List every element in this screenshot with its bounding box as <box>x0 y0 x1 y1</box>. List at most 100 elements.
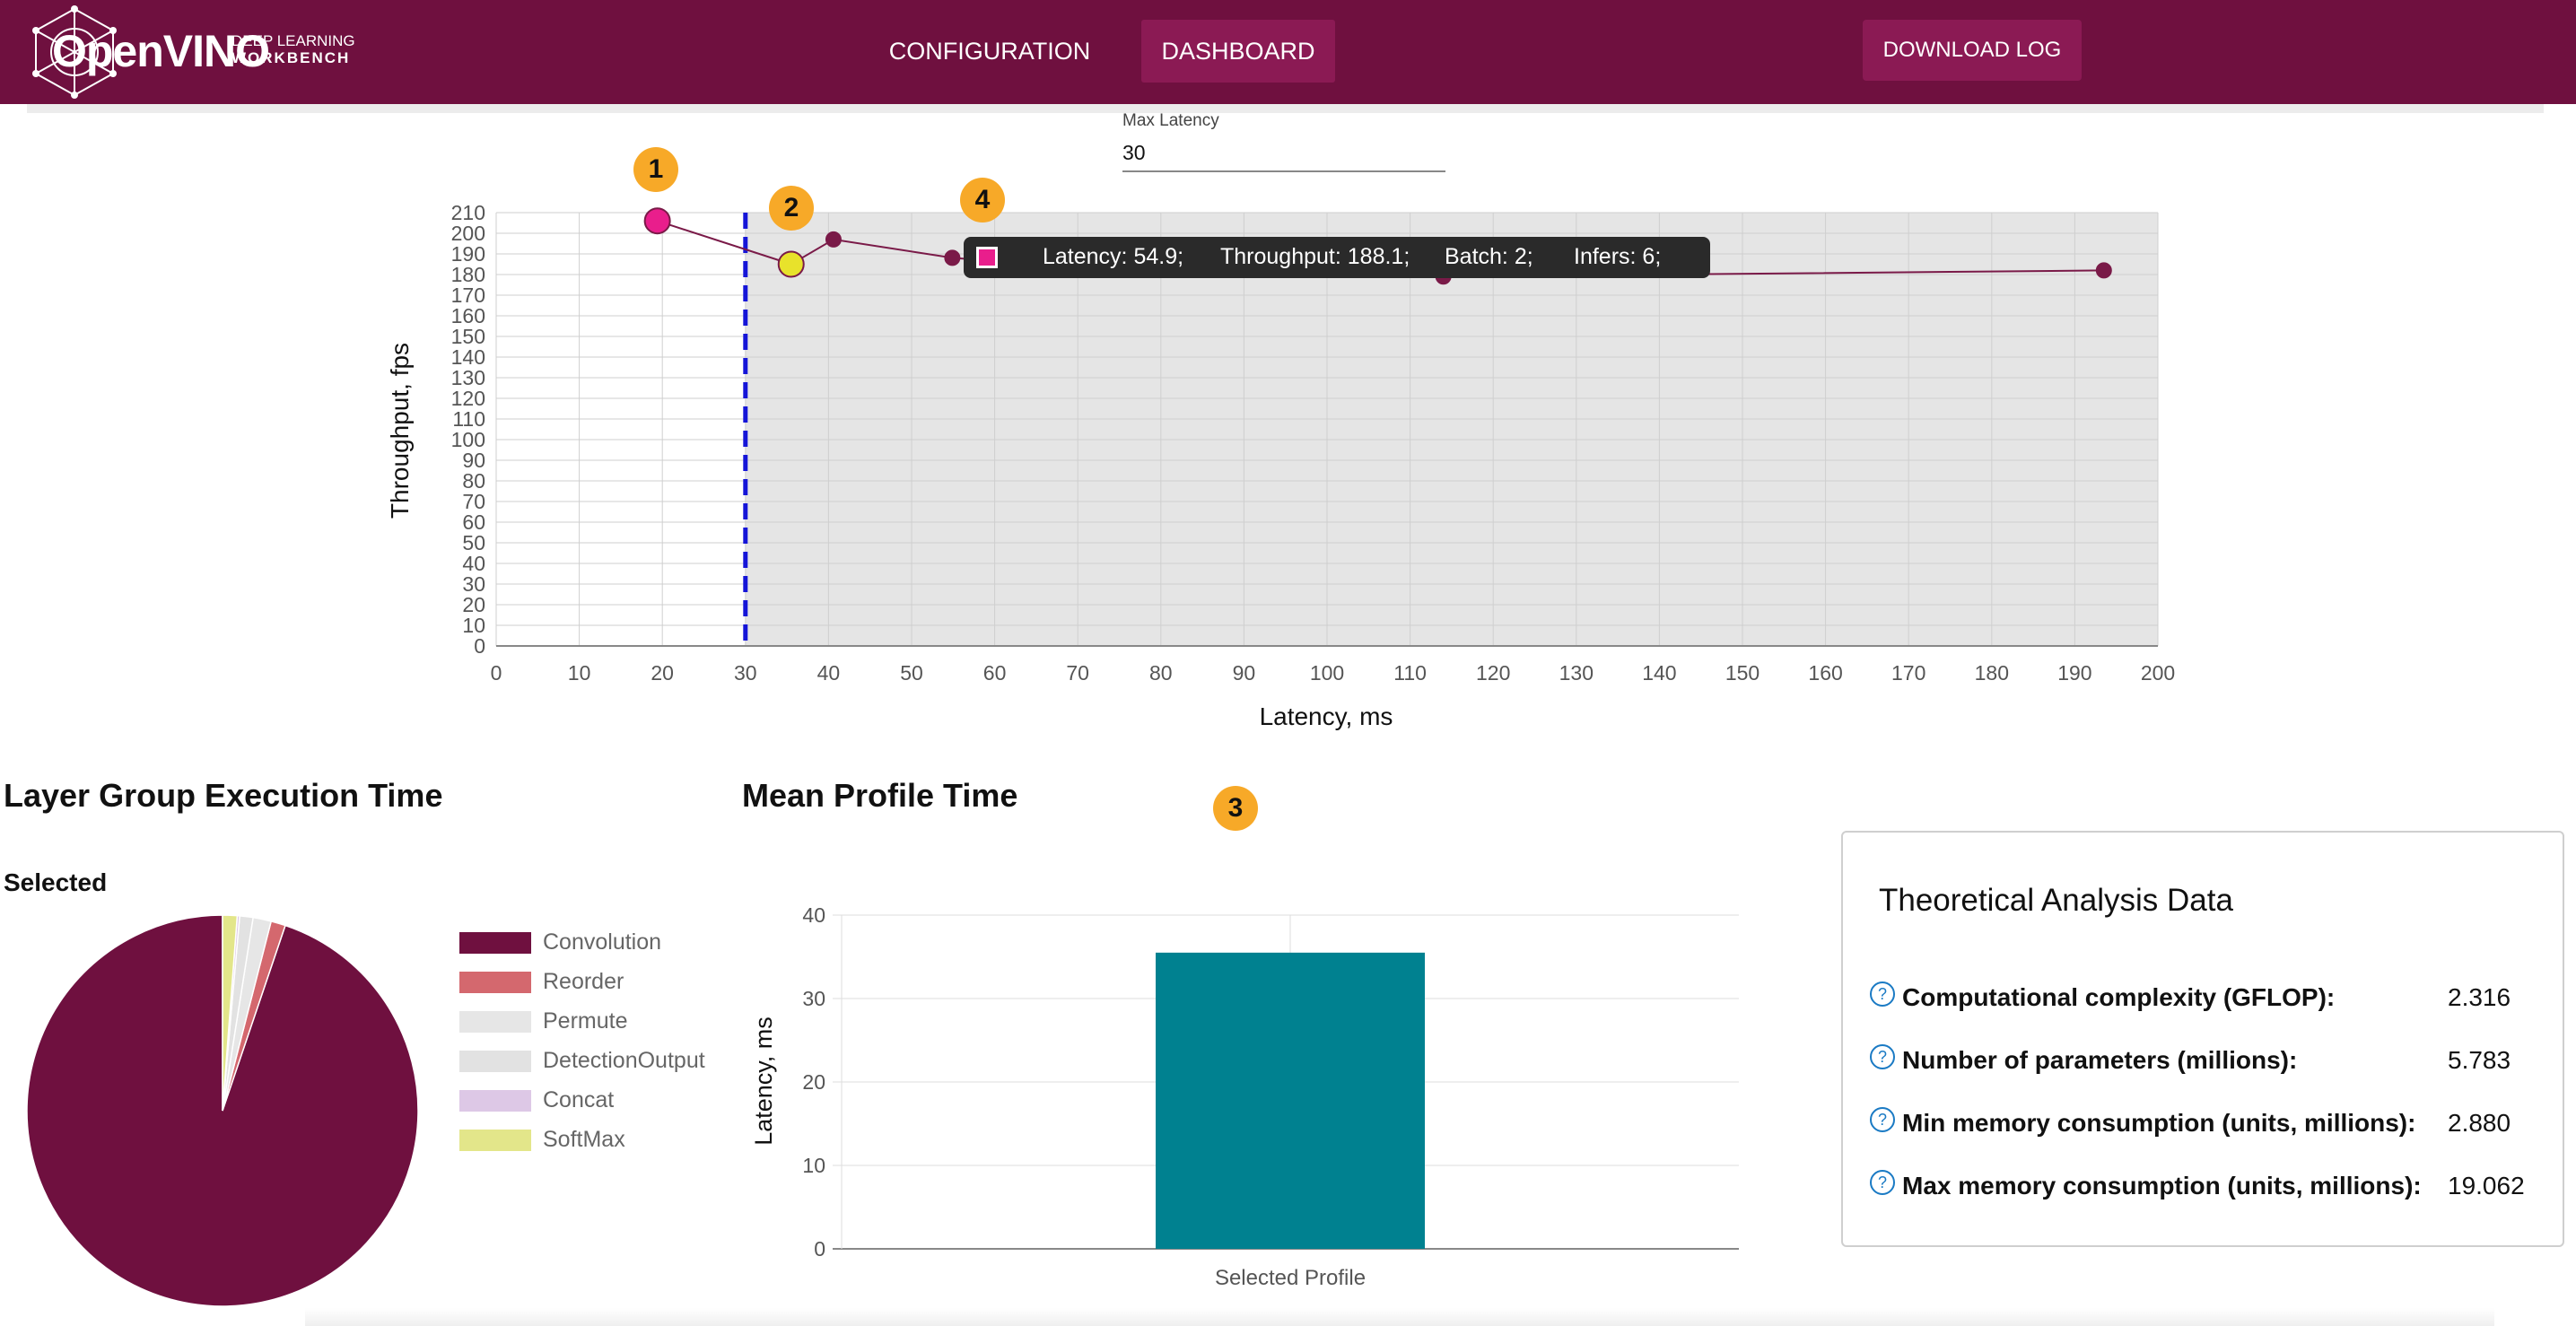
theory-row: ? Computational complexity (GFLOP): 2.31… <box>1870 978 2552 1023</box>
bar-y-tick-label: 0 <box>814 1237 825 1261</box>
exceeded-region <box>745 213 2158 646</box>
x-tick-label: 30 <box>734 661 757 685</box>
y-tick-label: 30 <box>462 572 485 596</box>
scatter-point-best[interactable] <box>643 207 671 235</box>
scatter-grid <box>495 212 2159 647</box>
brand-name: OpenVINO <box>52 26 270 76</box>
marker-3: 3 <box>1213 786 1258 831</box>
bar-y-tick-label: 30 <box>802 987 825 1010</box>
bar-category-label: Selected Profile <box>1215 1266 1366 1290</box>
theoretical-analysis-card: Theoretical Analysis Data ? Computationa… <box>1841 831 2564 1247</box>
theory-title: Theoretical Analysis Data <box>1879 883 2233 918</box>
layer-group-subtitle: Selected <box>4 868 108 896</box>
mean-profile-bar-chart: Latency, ms 0 10 20 30 40 Selected Profile <box>750 903 1739 1290</box>
brand-subtitle-line1: DEEP LEARNING <box>231 32 355 49</box>
scatter-point[interactable] <box>944 249 961 266</box>
x-tick-label: 170 <box>1891 661 1925 685</box>
theory-row-label: Number of parameters (millions): <box>1902 1046 2298 1074</box>
legend-label: Reorder <box>543 969 624 994</box>
help-icon[interactable]: ? <box>1870 1107 1895 1132</box>
legend-swatch <box>459 1011 531 1033</box>
scatter-point[interactable] <box>825 231 842 248</box>
legend-label: Convolution <box>543 929 662 955</box>
marker-4: 4 <box>960 178 1005 222</box>
theory-row: ? Number of parameters (millions): 5.783 <box>1870 1041 2552 1086</box>
x-tick-label: 20 <box>651 661 674 685</box>
y-tick-label: 190 <box>451 242 485 266</box>
y-tick-label: 70 <box>462 490 485 513</box>
x-tick-label: 140 <box>1642 661 1676 685</box>
x-tick-label: 130 <box>1559 661 1594 685</box>
bar-y-tick-label: 20 <box>802 1070 825 1094</box>
y-tick-label: 40 <box>462 552 485 575</box>
theory-row-label: Computational complexity (GFLOP): <box>1902 983 2336 1011</box>
x-tick-label: 10 <box>568 661 591 685</box>
y-tick-label: 50 <box>462 531 485 554</box>
x-tick-label: 150 <box>1725 661 1760 685</box>
openvino-logo-icon <box>32 5 117 99</box>
legend-label: DetectionOutput <box>543 1048 705 1073</box>
theory-row-value: 2.316 <box>2448 983 2511 1011</box>
x-tick-label: 60 <box>983 661 1007 685</box>
scatter-point[interactable] <box>2095 262 2112 279</box>
legend-swatch <box>459 1051 531 1072</box>
y-tick-label: 140 <box>451 345 485 369</box>
y-tick-label: 170 <box>451 284 485 307</box>
y-tick-label: 210 <box>451 201 485 224</box>
tooltip-batch: Batch: 2; <box>1445 244 1533 269</box>
max-latency-input[interactable] <box>1122 135 1445 172</box>
help-icon[interactable]: ? <box>1870 1170 1895 1195</box>
download-log-button[interactable]: DOWNLOAD LOG <box>1863 20 2082 81</box>
theory-row: ? Min memory consumption (units, million… <box>1870 1104 2552 1148</box>
x-tick-label: 200 <box>2141 661 2175 685</box>
y-tick-label: 150 <box>451 325 485 348</box>
theory-row-value: 5.783 <box>2448 1046 2511 1074</box>
throughput-latency-chart: 0102030405060708090100110120130140150160… <box>386 201 2175 730</box>
y-tick-label: 10 <box>462 614 485 637</box>
theory-row-value: 2.880 <box>2448 1109 2511 1137</box>
x-tick-label: 190 <box>2057 661 2091 685</box>
x-tick-label: 50 <box>900 661 923 685</box>
tooltip-swatch <box>976 247 998 268</box>
nav-configuration-button[interactable]: CONFIGURATION <box>872 20 1107 83</box>
brand-subtitle: DEEP LEARNING WORKBENCH <box>231 32 355 66</box>
bottom-shade <box>305 1308 2494 1326</box>
y-tick-label: 90 <box>462 449 485 472</box>
x-tick-label: 40 <box>817 661 841 685</box>
help-icon[interactable]: ? <box>1870 1044 1895 1069</box>
max-latency-label: Max Latency <box>1122 111 1219 130</box>
x-tick-label: 110 <box>1393 661 1427 685</box>
y-tick-label: 100 <box>451 428 485 451</box>
x-tick-label: 180 <box>1975 661 2009 685</box>
tooltip-infers: Infers: 6; <box>1574 244 1662 269</box>
bar-y-tick-label: 10 <box>802 1154 825 1177</box>
scatter-x-axis-label: Latency, ms <box>1260 702 1393 730</box>
layer-group-pie-chart <box>27 914 419 1307</box>
theory-row-value: 19.062 <box>2448 1172 2525 1200</box>
scatter-point-selected[interactable] <box>777 250 805 278</box>
x-tick-label: 160 <box>1808 661 1842 685</box>
theory-row: ? Max memory consumption (units, million… <box>1870 1166 2552 1211</box>
header-subbar <box>27 104 2544 113</box>
legend-swatch <box>459 1090 531 1112</box>
x-tick-label: 100 <box>1310 661 1344 685</box>
y-tick-label: 20 <box>462 593 485 616</box>
pie-slice-softmax[interactable] <box>222 914 239 1112</box>
bar-y-tick-label: 40 <box>802 903 825 927</box>
nav-dashboard-button[interactable]: DASHBOARD <box>1141 20 1335 83</box>
theory-row-label: Min memory consumption (units, millions)… <box>1902 1109 2416 1137</box>
app-header: OpenVINO DEEP LEARNING WORKBENCH CONFIGU… <box>0 0 2576 104</box>
legend-label: SoftMax <box>543 1127 625 1152</box>
legend-swatch <box>459 932 531 954</box>
x-tick-label: 90 <box>1233 661 1256 685</box>
allowed-region <box>496 213 746 646</box>
legend-swatch <box>459 972 531 993</box>
bar-selected-profile[interactable] <box>1156 952 1425 1249</box>
y-tick-label: 120 <box>451 387 485 410</box>
y-tick-label: 180 <box>451 263 485 286</box>
y-tick-label: 130 <box>451 366 485 389</box>
help-icon[interactable]: ? <box>1870 981 1895 1007</box>
legend-label: Concat <box>543 1087 615 1112</box>
x-tick-label: 0 <box>491 661 502 685</box>
bar-y-axis-label: Latency, ms <box>750 1016 777 1146</box>
